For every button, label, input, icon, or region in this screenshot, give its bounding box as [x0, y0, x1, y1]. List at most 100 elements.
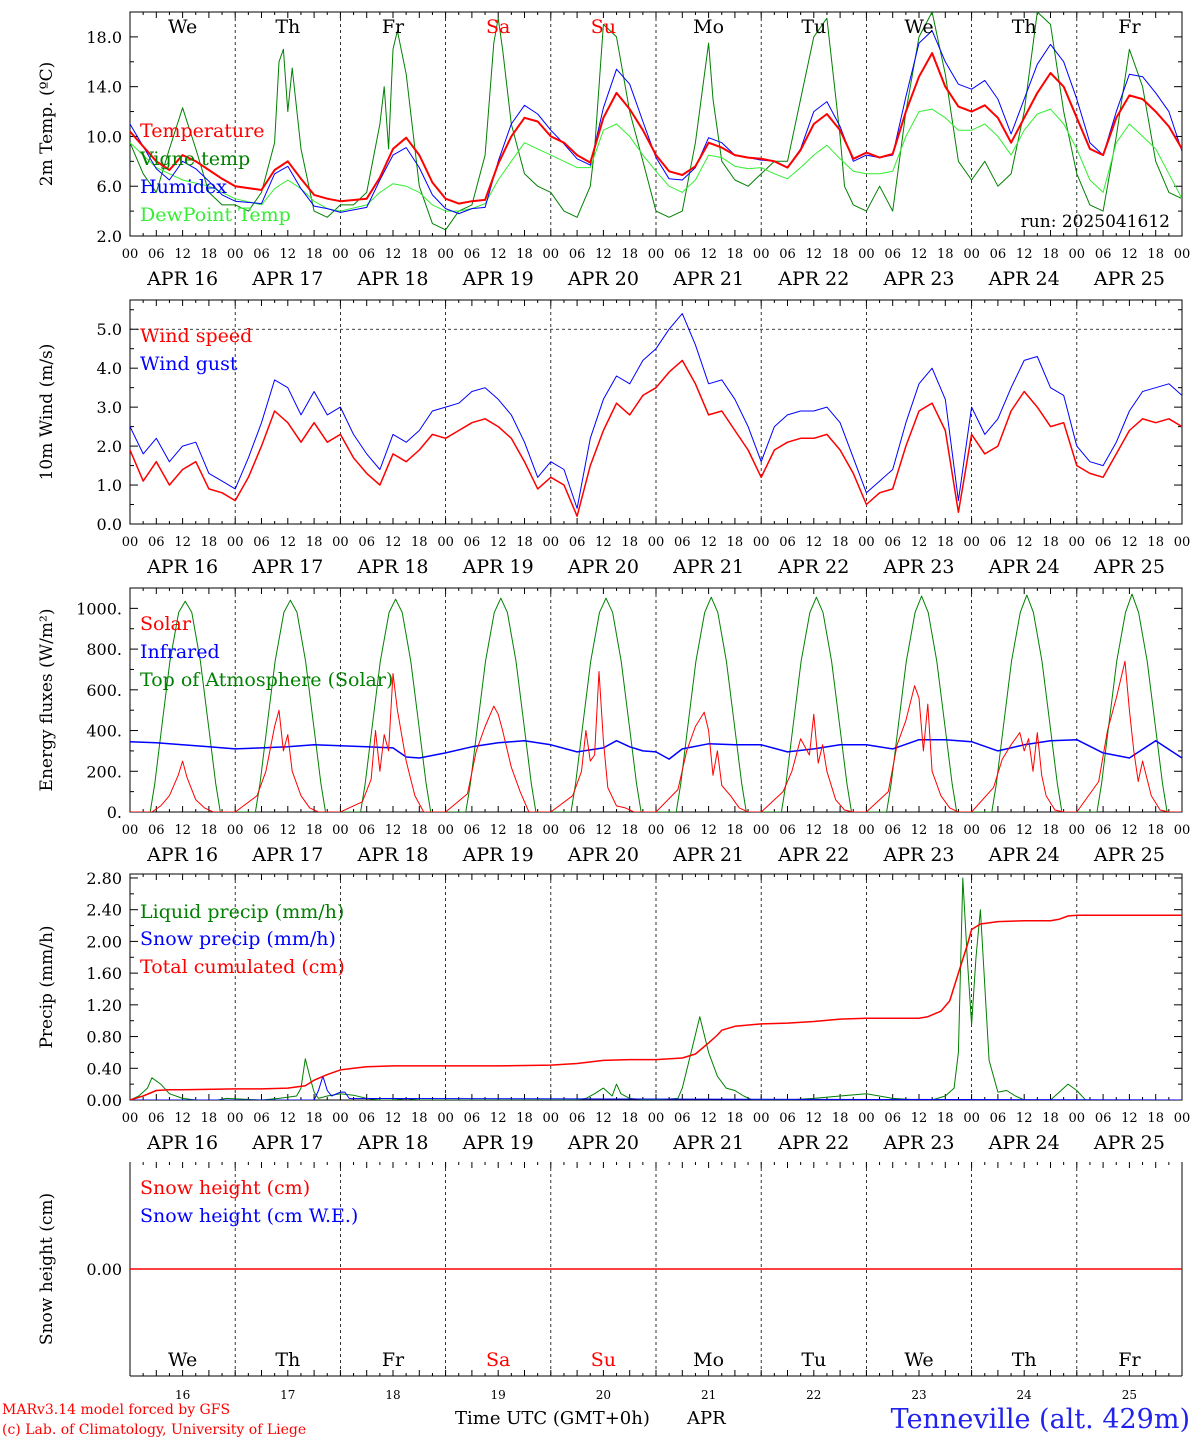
- hour-tick-label: 06: [990, 535, 1007, 550]
- hour-tick-label: 12: [806, 247, 823, 262]
- hour-tick-label: 00: [753, 247, 770, 262]
- hour-tick-label: 00: [1069, 1111, 1086, 1126]
- hour-tick-label: 00: [963, 247, 980, 262]
- hour-tick-label: 12: [911, 1111, 928, 1126]
- date-label: APR 22: [777, 1132, 849, 1154]
- y-tick-label: 5.0: [97, 320, 122, 339]
- y-axis-label: Precip (mm/h): [37, 925, 57, 1048]
- hour-tick-label: 12: [174, 1111, 191, 1126]
- hour-tick-label: 18: [201, 823, 218, 838]
- y-tick-label: 1.20: [86, 996, 122, 1015]
- hour-tick-label: 00: [437, 535, 454, 550]
- y-tick-label: 1000.: [76, 599, 122, 618]
- series-line-wind-gust: [130, 313, 1182, 509]
- hour-tick-label: 18: [832, 535, 849, 550]
- date-label: APR 21: [672, 1132, 744, 1154]
- weekday-label: We: [904, 16, 933, 38]
- legend-entry: Snow height (cm): [140, 1177, 310, 1199]
- y-tick-label: 600.: [86, 681, 122, 700]
- hour-tick-label: 18: [1147, 247, 1164, 262]
- date-label: APR 23: [882, 556, 954, 578]
- weekday-label: We: [904, 1349, 933, 1371]
- date-label: APR 25: [1093, 556, 1165, 578]
- date-label: APR 23: [882, 1132, 954, 1154]
- date-label: APR 22: [777, 556, 849, 578]
- hour-tick-label: 18: [201, 1111, 218, 1126]
- y-axis-label: Snow height (cm): [37, 1193, 57, 1345]
- series-line-wind-speed: [130, 359, 1182, 517]
- y-tick-label: 0.80: [86, 1028, 122, 1047]
- series-line-vigne-temp: [130, 12, 1182, 231]
- series-line-dewpoint-temp: [130, 108, 1182, 212]
- date-label: APR 17: [251, 844, 323, 866]
- hour-tick-label: 00: [963, 1111, 980, 1126]
- hour-tick-label: 12: [1121, 535, 1138, 550]
- weekday-label: Tu: [801, 16, 826, 38]
- hour-tick-label: 18: [201, 535, 218, 550]
- date-label: APR 20: [567, 844, 639, 866]
- hour-tick-label: 12: [1121, 823, 1138, 838]
- hour-tick-label: 00: [543, 247, 560, 262]
- hour-tick-label: 00: [648, 535, 665, 550]
- y-tick-label: 800.: [86, 640, 122, 659]
- day-number-label: 25: [1122, 1388, 1137, 1402]
- hour-tick-label: 18: [832, 823, 849, 838]
- hour-tick-label: 18: [201, 247, 218, 262]
- hour-tick-label: 18: [1042, 535, 1059, 550]
- hour-tick-label: 18: [621, 535, 638, 550]
- hour-tick-label: 12: [1121, 247, 1138, 262]
- day-number-label: 18: [385, 1388, 400, 1402]
- weekday-label: Tu: [801, 1349, 826, 1371]
- weekday-label: Su: [591, 16, 616, 38]
- hour-tick-label: 18: [306, 1111, 323, 1126]
- plot-frame: [129, 587, 1183, 813]
- series-line-snow-precip-mm-h: [130, 1075, 1182, 1100]
- series-line-liquid-precip-mm-h: [130, 877, 1182, 1100]
- date-label: APR 18: [356, 844, 428, 866]
- hour-tick-label: 06: [464, 535, 481, 550]
- hour-tick-label: 12: [174, 247, 191, 262]
- weekday-label: We: [168, 16, 197, 38]
- legend-entry: Snow precip (mm/h): [140, 928, 336, 950]
- weekday-label: Mo: [693, 1349, 724, 1371]
- legend-entry: Top of Atmosphere (Solar): [140, 669, 393, 691]
- y-tick-label: 0.40: [86, 1059, 122, 1078]
- hour-tick-label: 06: [990, 823, 1007, 838]
- hour-tick-label: 18: [937, 823, 954, 838]
- hour-tick-label: 12: [280, 823, 297, 838]
- weekday-label: Fr: [382, 16, 405, 38]
- legend-entry: Liquid precip (mm/h): [140, 901, 344, 923]
- y-tick-label: 6.0: [97, 177, 122, 196]
- date-label: APR 25: [1093, 268, 1165, 290]
- day-number-label: 20: [596, 1388, 611, 1402]
- day-number-label: 19: [491, 1388, 506, 1402]
- hour-tick-label: 18: [306, 535, 323, 550]
- hour-tick-label: 06: [148, 535, 165, 550]
- hour-tick-label: 00: [227, 247, 244, 262]
- date-label: APR 16: [146, 1132, 218, 1154]
- day-number-label: 24: [1017, 1388, 1033, 1402]
- date-label: APR 20: [567, 1132, 639, 1154]
- date-label: APR 17: [251, 1132, 323, 1154]
- weekday-label: Sa: [486, 1349, 510, 1371]
- weekday-label: Fr: [382, 1349, 405, 1371]
- hour-tick-label: 18: [1147, 823, 1164, 838]
- hour-tick-label: 00: [858, 1111, 875, 1126]
- y-tick-label: 4.0: [97, 359, 122, 378]
- legend-entry: Total cumulated (cm): [140, 956, 345, 978]
- hour-tick-label: 12: [595, 535, 612, 550]
- y-tick-label: 0.00: [86, 1091, 122, 1110]
- hour-tick-label: 00: [122, 1111, 139, 1126]
- weekday-label: Mo: [693, 16, 724, 38]
- hour-tick-label: 06: [253, 247, 270, 262]
- hour-tick-label: 12: [385, 1111, 402, 1126]
- hour-tick-label: 12: [174, 823, 191, 838]
- hour-tick-label: 18: [832, 1111, 849, 1126]
- y-tick-label: 0.00: [86, 1260, 122, 1279]
- hour-tick-label: 18: [516, 823, 533, 838]
- y-axis-label: Energy fluxes (W/m²): [37, 609, 57, 792]
- date-label: APR 23: [882, 268, 954, 290]
- legend-entry: Humidex: [140, 176, 227, 198]
- hour-tick-label: 00: [1174, 247, 1191, 262]
- hour-tick-label: 18: [516, 535, 533, 550]
